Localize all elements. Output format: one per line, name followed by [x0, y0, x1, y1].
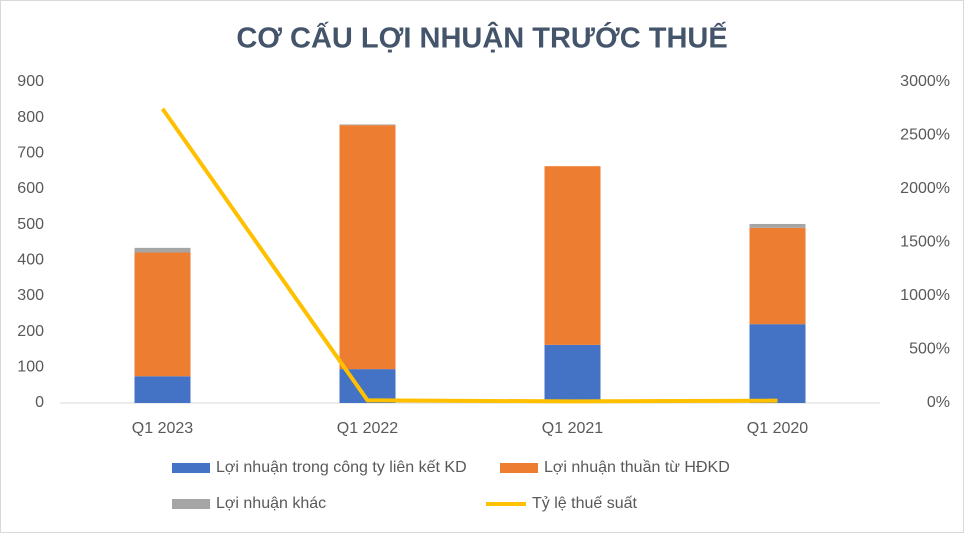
bar-segment — [749, 227, 806, 325]
chart-title: CƠ CẤU LỢI NHUẬN TRƯỚC THUẾ — [236, 21, 727, 55]
legend-label: Tỷ lệ thuế suất — [532, 495, 638, 512]
x-tick-label: Q1 2022 — [337, 420, 398, 437]
line-series — [160, 107, 778, 404]
legend-swatch — [172, 463, 210, 473]
y2-tick-label: 500% — [909, 341, 950, 358]
legend-label: Lợi nhuận thuần từ HĐKD — [544, 459, 730, 476]
bar-segment — [134, 252, 191, 377]
y-tick-label: 500 — [17, 216, 44, 233]
y-tick-label: 0 — [35, 394, 44, 411]
legend-swatch — [172, 499, 210, 509]
y2-tick-label: 0% — [927, 394, 950, 411]
bar-segment — [339, 124, 396, 126]
bar-segment — [544, 344, 601, 403]
bar-segment — [544, 166, 601, 345]
legend-label: Lợi nhuận trong công ty liên kết KD — [216, 459, 467, 476]
y2-tick-label: 2000% — [900, 180, 950, 197]
y2-tick-label: 1000% — [900, 287, 950, 304]
y-tick-label: 600 — [17, 180, 44, 197]
y2-tick-label: 1500% — [900, 234, 950, 251]
x-tick-label: Q1 2023 — [132, 420, 193, 437]
bar-segment — [339, 125, 396, 370]
y2-tick-label: 2500% — [900, 127, 950, 144]
y-tick-label: 900 — [17, 73, 44, 90]
y-tick-label: 300 — [17, 287, 44, 304]
bar-segment — [749, 324, 806, 403]
y2-tick-label: 3000% — [900, 73, 950, 90]
y-tick-label: 200 — [17, 323, 44, 340]
y-tick-label: 800 — [17, 109, 44, 126]
legend-label: Lợi nhuận khác — [216, 495, 326, 512]
bar-segment — [749, 223, 806, 228]
bar-segment — [134, 376, 191, 403]
bar-segment — [134, 247, 191, 253]
y-tick-label: 100 — [17, 359, 44, 376]
x-tick-label: Q1 2020 — [747, 420, 808, 437]
y-tick-label: 400 — [17, 252, 44, 269]
x-tick-label: Q1 2021 — [542, 420, 603, 437]
legend-swatch — [500, 463, 538, 473]
y-tick-label: 700 — [17, 145, 44, 162]
